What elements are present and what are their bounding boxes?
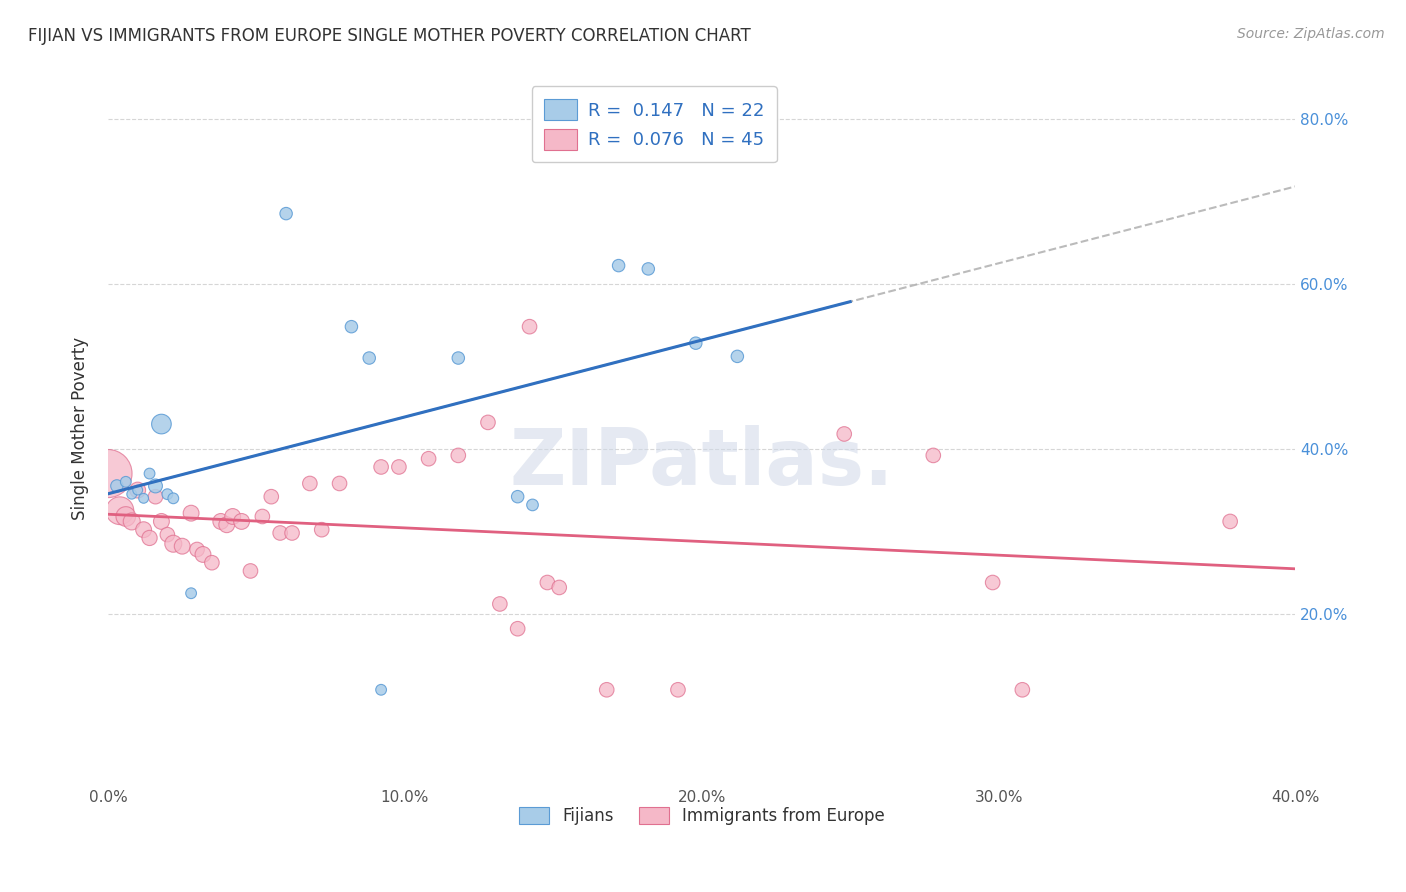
Point — [477, 416, 499, 430]
Point — [127, 483, 149, 497]
Point — [209, 515, 232, 529]
Point — [156, 527, 179, 541]
Point — [108, 504, 131, 518]
Point — [150, 417, 173, 431]
Point — [132, 491, 155, 506]
Point — [548, 581, 571, 595]
Point — [981, 575, 1004, 590]
Point — [145, 479, 167, 493]
Point — [127, 483, 149, 497]
Point — [725, 350, 748, 364]
Point — [311, 523, 333, 537]
Point — [685, 336, 707, 351]
Point — [132, 523, 155, 537]
Point — [162, 537, 184, 551]
Point — [607, 259, 630, 273]
Point — [359, 351, 381, 365]
Point — [536, 575, 558, 590]
Point — [637, 261, 659, 276]
Point — [186, 542, 208, 557]
Point — [105, 479, 128, 493]
Point — [340, 319, 363, 334]
Point — [922, 449, 945, 463]
Point — [191, 548, 214, 562]
Point — [281, 526, 304, 541]
Point — [97, 467, 120, 481]
Point — [121, 515, 143, 529]
Point — [114, 475, 136, 489]
Point — [269, 526, 291, 541]
Text: Source: ZipAtlas.com: Source: ZipAtlas.com — [1237, 27, 1385, 41]
Point — [239, 564, 262, 578]
Point — [666, 682, 689, 697]
Point — [260, 490, 283, 504]
Point — [328, 476, 350, 491]
Point — [138, 467, 160, 481]
Text: ZIPatlas.: ZIPatlas. — [509, 425, 894, 501]
Legend: Fijians, Immigrants from Europe: Fijians, Immigrants from Europe — [510, 799, 893, 834]
Point — [418, 451, 440, 466]
Point — [274, 206, 297, 220]
Point — [832, 426, 855, 441]
Point — [138, 531, 160, 545]
Point — [231, 515, 253, 529]
Point — [388, 460, 411, 475]
Point — [145, 490, 167, 504]
Point — [1011, 682, 1033, 697]
Text: FIJIAN VS IMMIGRANTS FROM EUROPE SINGLE MOTHER POVERTY CORRELATION CHART: FIJIAN VS IMMIGRANTS FROM EUROPE SINGLE … — [28, 27, 751, 45]
Point — [162, 491, 184, 506]
Point — [114, 509, 136, 524]
Point — [252, 509, 274, 524]
Point — [121, 487, 143, 501]
Point — [215, 517, 238, 532]
Point — [506, 490, 529, 504]
Point — [506, 622, 529, 636]
Point — [447, 351, 470, 365]
Point — [1219, 515, 1241, 529]
Point — [150, 515, 173, 529]
Point — [489, 597, 512, 611]
Point — [519, 319, 541, 334]
Point — [596, 682, 619, 697]
Point — [221, 509, 243, 524]
Point — [522, 498, 544, 512]
Point — [370, 460, 392, 475]
Point — [180, 586, 202, 600]
Point — [298, 476, 321, 491]
Point — [370, 682, 392, 697]
Point — [201, 556, 224, 570]
Point — [447, 449, 470, 463]
Point — [156, 487, 179, 501]
Point — [172, 539, 194, 553]
Y-axis label: Single Mother Poverty: Single Mother Poverty — [72, 336, 89, 520]
Point — [180, 506, 202, 520]
